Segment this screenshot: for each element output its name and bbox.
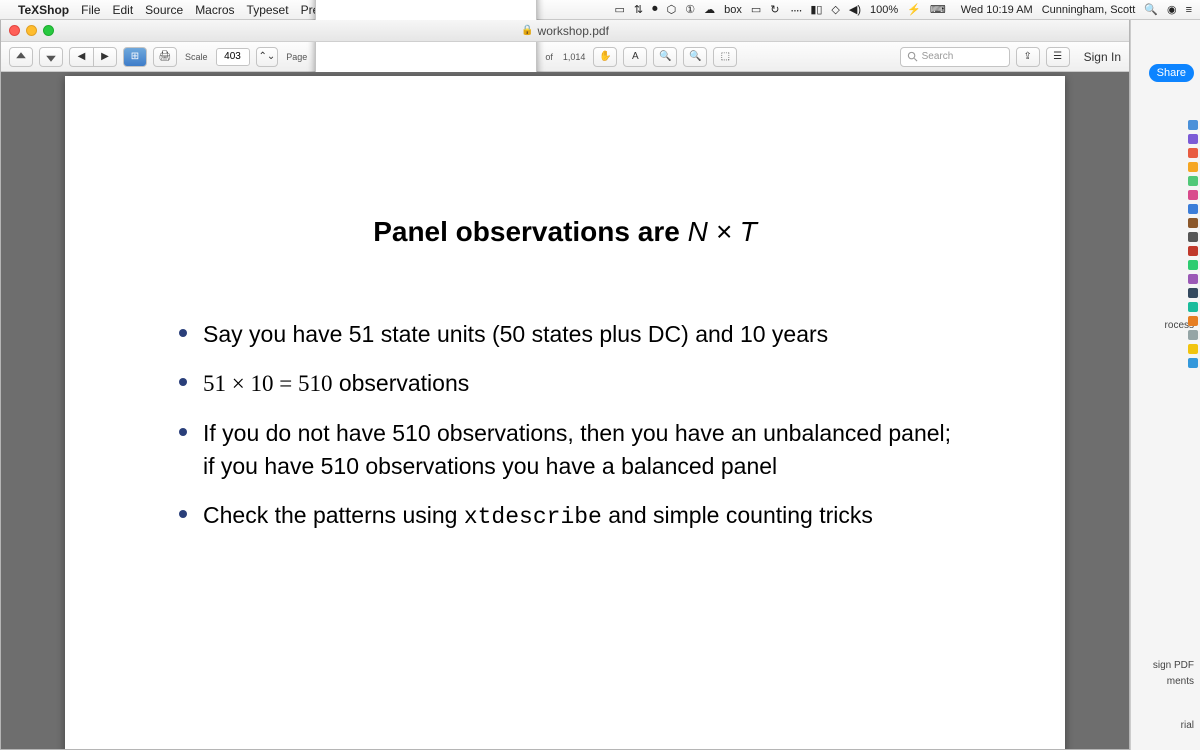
volume-icon[interactable]: ◀) bbox=[849, 3, 861, 16]
traffic-lights bbox=[9, 25, 54, 36]
dock[interactable] bbox=[1186, 120, 1200, 620]
dock-app-icon[interactable] bbox=[1188, 134, 1198, 144]
window-title: workshop.pdf bbox=[538, 24, 609, 38]
of-label: of bbox=[545, 52, 553, 62]
clock-text[interactable]: Wed 10:19 AM bbox=[961, 4, 1033, 16]
page-up-button[interactable] bbox=[9, 47, 33, 67]
search-icon bbox=[907, 51, 918, 62]
lock-icon: 🔒 bbox=[521, 25, 533, 36]
a-icon[interactable]: ᠁ bbox=[788, 0, 801, 19]
dock-app-icon[interactable] bbox=[1188, 344, 1198, 354]
charge-icon: ⚡ bbox=[907, 3, 921, 16]
siri-icon[interactable]: ◉ bbox=[1167, 3, 1177, 16]
bg-text-signpdf: sign PDF bbox=[1153, 660, 1194, 671]
search-field[interactable]: Search bbox=[900, 47, 1010, 67]
dock-app-icon[interactable] bbox=[1188, 232, 1198, 242]
dock-app-icon[interactable] bbox=[1188, 288, 1198, 298]
timemachine-icon[interactable]: ↻ bbox=[770, 3, 779, 16]
print-button[interactable]: 🖨 bbox=[153, 47, 177, 67]
dock-app-icon[interactable] bbox=[1188, 316, 1198, 326]
menu-macros[interactable]: Macros bbox=[195, 3, 234, 17]
dock-app-icon[interactable] bbox=[1188, 120, 1198, 130]
title-math: N × T bbox=[688, 216, 757, 247]
scale-field[interactable] bbox=[216, 48, 250, 66]
zoom-out-button[interactable]: 🔍 bbox=[683, 47, 707, 67]
bg-text-rial: rial bbox=[1181, 720, 1194, 731]
dock-app-icon[interactable] bbox=[1188, 274, 1198, 284]
mac-menubar: TeXShop File Edit Source Macros Typeset … bbox=[0, 0, 1200, 20]
total-pages: 1,014 bbox=[563, 52, 586, 62]
pdf-page: Panel observations are N × T Say you hav… bbox=[65, 76, 1065, 749]
text-tool-button[interactable]: A bbox=[623, 47, 647, 67]
battery-icon[interactable]: ▮▯ bbox=[810, 3, 822, 16]
maximize-button[interactable] bbox=[43, 25, 54, 36]
drawer-button[interactable]: ⊞ bbox=[123, 47, 147, 67]
spotlight-icon[interactable]: 🔍 bbox=[1144, 3, 1158, 16]
nav-group: ◀ ▶ bbox=[69, 47, 117, 67]
page-down-button[interactable] bbox=[39, 47, 63, 67]
dock-app-icon[interactable] bbox=[1188, 204, 1198, 214]
bg-text-ments: ments bbox=[1167, 676, 1194, 687]
page-label: Page bbox=[286, 52, 307, 62]
back-button[interactable]: ◀ bbox=[69, 47, 93, 67]
mic-icon[interactable]: ⏺ bbox=[652, 3, 658, 16]
forward-button[interactable]: ▶ bbox=[93, 47, 117, 67]
select-tool-button[interactable]: ⬚ bbox=[713, 47, 737, 67]
texshop-window: 🔒 workshop.pdf ◀ ▶ ⊞ 🖨 Scale ⌃⌄ Page of … bbox=[0, 20, 1130, 750]
dock-app-icon[interactable] bbox=[1188, 148, 1198, 158]
dock-app-icon[interactable] bbox=[1188, 190, 1198, 200]
wifi-icon[interactable]: ◇ bbox=[831, 3, 839, 16]
menubar-right: ▭ ⇅ ⏺ ⬡ ① ☁ box ▭ ↻ ᠁ ▮▯ ◇ ◀) 100% ⚡ ⌨ W… bbox=[615, 0, 1193, 19]
bullet-1: Say you have 51 state units (50 states p… bbox=[175, 318, 955, 351]
user-name[interactable]: Cunningham, Scott bbox=[1042, 4, 1136, 16]
menu-source[interactable]: Source bbox=[145, 3, 183, 17]
dock-app-icon[interactable] bbox=[1188, 302, 1198, 312]
dock-app-icon[interactable] bbox=[1188, 330, 1198, 340]
zoom-in-button[interactable]: 🔍 bbox=[653, 47, 677, 67]
dock-app-icon[interactable] bbox=[1188, 162, 1198, 172]
sign-in-link[interactable]: Sign In bbox=[1084, 50, 1121, 64]
dock-app-icon[interactable] bbox=[1188, 176, 1198, 186]
dropbox-icon[interactable]: ⇅ bbox=[634, 3, 643, 16]
share-icon-button[interactable]: ⇪ bbox=[1016, 47, 1040, 67]
screencast-icon[interactable]: ▭ bbox=[615, 3, 625, 16]
bullet-4: Check the patterns using xtdescribe and … bbox=[175, 499, 955, 534]
shield-icon[interactable]: ⬡ bbox=[667, 3, 677, 16]
scale-stepper[interactable]: ⌃⌄ bbox=[256, 47, 279, 67]
close-button[interactable] bbox=[9, 25, 20, 36]
code-term: xtdescribe bbox=[464, 504, 602, 530]
dock-app-icon[interactable] bbox=[1188, 246, 1198, 256]
notification-icon[interactable]: ≡ bbox=[1186, 4, 1192, 16]
battery-pct: 100% bbox=[870, 4, 898, 16]
toolbar: ◀ ▶ ⊞ 🖨 Scale ⌃⌄ Page of 1,014 ✋ A 🔍 🔍 ⬚… bbox=[1, 42, 1129, 72]
dock-app-icon[interactable] bbox=[1188, 218, 1198, 228]
menu-file[interactable]: File bbox=[81, 3, 100, 17]
menu-edit[interactable]: Edit bbox=[112, 3, 133, 17]
view-mode-button[interactable]: ☰ bbox=[1046, 47, 1070, 67]
box-icon[interactable]: box bbox=[724, 4, 742, 16]
menu-typeset[interactable]: Typeset bbox=[247, 3, 289, 17]
cloud-icon[interactable]: ☁ bbox=[704, 3, 715, 16]
app-name[interactable]: TeXShop bbox=[18, 3, 69, 17]
hand-tool-button[interactable]: ✋ bbox=[593, 47, 617, 67]
bullet-2: 51 × 10 = 510 observations bbox=[175, 367, 955, 400]
search-placeholder: Search bbox=[922, 51, 954, 62]
dock-app-icon[interactable] bbox=[1188, 358, 1198, 368]
bullet-3: If you do not have 510 observations, the… bbox=[175, 417, 955, 484]
display-icon[interactable]: ▭ bbox=[751, 3, 761, 16]
dock-app-icon[interactable] bbox=[1188, 260, 1198, 270]
slide-title: Panel observations are N × T bbox=[175, 216, 955, 248]
clock-icon[interactable]: ① bbox=[685, 3, 695, 16]
document-area[interactable]: Panel observations are N × T Say you hav… bbox=[1, 72, 1129, 749]
window-titlebar[interactable]: 🔒 workshop.pdf bbox=[1, 20, 1129, 42]
input-icon[interactable]: ⌨ bbox=[930, 3, 946, 16]
minimize-button[interactable] bbox=[26, 25, 37, 36]
share-button[interactable]: Share bbox=[1149, 64, 1194, 82]
title-text: Panel observations are bbox=[373, 216, 687, 247]
scale-label: Scale bbox=[185, 52, 208, 62]
bullet-list: Say you have 51 state units (50 states p… bbox=[175, 318, 955, 535]
